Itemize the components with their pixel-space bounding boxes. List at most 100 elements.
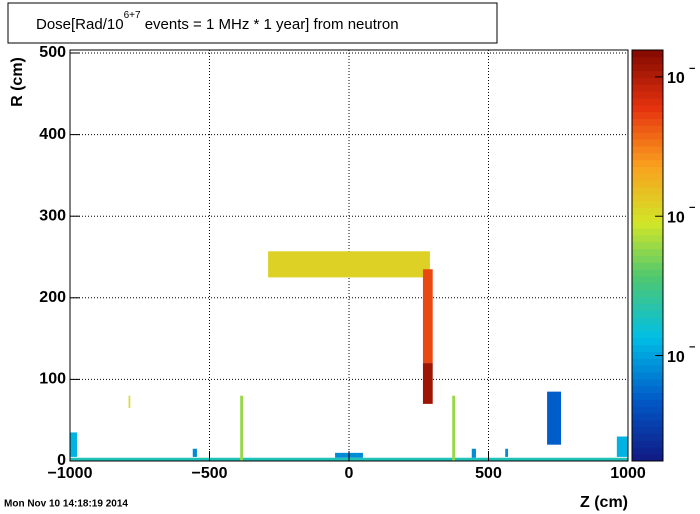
colorbar-slice bbox=[632, 413, 663, 421]
heat-cell bbox=[547, 391, 562, 445]
colorbar-slice bbox=[632, 426, 663, 435]
colorbar-slice bbox=[632, 262, 663, 270]
colorbar-slice bbox=[632, 303, 663, 311]
colorbar-slice bbox=[632, 132, 663, 140]
y-tick-label: 400 bbox=[39, 126, 66, 143]
title-box bbox=[7, 2, 498, 44]
x-tick-label: −500 bbox=[191, 465, 227, 482]
title-suffix: events = 1 MHz * 1 year] from neutron bbox=[141, 16, 399, 33]
colorbar-slice bbox=[632, 84, 663, 92]
colorbar-slice bbox=[632, 365, 663, 373]
colorbar-slice bbox=[632, 248, 663, 256]
y-tick-label: 0 bbox=[57, 452, 66, 469]
colorbar-slice bbox=[632, 193, 663, 202]
colorbar-slice bbox=[632, 378, 663, 387]
colorbar-slice bbox=[632, 419, 663, 428]
heat-cell bbox=[422, 269, 433, 364]
colorbar-slice bbox=[632, 118, 663, 126]
x-axis-label: Z (cm) bbox=[580, 494, 628, 511]
colorbar-slice bbox=[632, 145, 663, 154]
colorbar-tick-label: 10 bbox=[667, 209, 685, 226]
colorbar-slice bbox=[632, 399, 663, 407]
colorbar-tick-label: 10 bbox=[667, 70, 685, 87]
colorbar-slice bbox=[632, 159, 663, 167]
timestamp: Mon Nov 10 14:18:19 2014 bbox=[4, 499, 128, 510]
colorbar-slice bbox=[632, 351, 663, 359]
colorbar-slice bbox=[632, 371, 663, 380]
heat-cell bbox=[422, 363, 433, 404]
colorbar-tick-label: 10 bbox=[667, 349, 685, 366]
colorbar-slice bbox=[632, 214, 663, 222]
colorbar-slice bbox=[632, 207, 663, 215]
colorbar-slice bbox=[632, 269, 663, 277]
colorbar-slice bbox=[632, 50, 663, 58]
colorbar-tick-exponent: − bbox=[689, 63, 695, 75]
colorbar-slice bbox=[632, 344, 663, 352]
colorbar-slice bbox=[632, 440, 663, 448]
colorbar-slice bbox=[632, 139, 663, 147]
colorbar-slice bbox=[632, 289, 663, 298]
colorbar-slice bbox=[632, 454, 663, 462]
colorbar-slice bbox=[632, 241, 663, 250]
heat-cell bbox=[240, 395, 243, 461]
heat-cell bbox=[128, 395, 131, 408]
colorbar-slice bbox=[632, 324, 663, 332]
plot-frame bbox=[69, 49, 629, 462]
colorbar-slice bbox=[632, 63, 663, 72]
colorbar-slice bbox=[632, 255, 663, 263]
colorbar-tick-exponent: − bbox=[689, 202, 695, 214]
colorbar-slice bbox=[632, 125, 663, 133]
heat-cell bbox=[616, 436, 628, 457]
colorbar-slice bbox=[632, 221, 663, 229]
title-superscript: 6+7 bbox=[124, 10, 141, 21]
y-tick-label: 500 bbox=[39, 44, 66, 61]
x-tick-label: 1000 bbox=[610, 465, 646, 482]
y-axis-label: R (cm) bbox=[9, 57, 26, 107]
colorbar-slice bbox=[632, 91, 663, 99]
colorbar-slice bbox=[632, 447, 663, 455]
colorbar-slice bbox=[632, 111, 663, 119]
colorbar-frame bbox=[631, 49, 664, 462]
colorbar-slice bbox=[632, 433, 663, 441]
colorbar-slice bbox=[632, 296, 663, 304]
colorbar-slice bbox=[632, 406, 663, 414]
colorbar-slice bbox=[632, 152, 663, 161]
colorbar-slice bbox=[632, 228, 663, 236]
colorbar-slice bbox=[632, 166, 663, 174]
colorbar-slice bbox=[632, 282, 663, 291]
colorbar-slice bbox=[632, 337, 663, 346]
colorbar-slice bbox=[632, 317, 663, 325]
colorbar-slice bbox=[632, 358, 663, 366]
colorbar-slice bbox=[632, 276, 663, 284]
colorbar-slice bbox=[632, 97, 663, 106]
colorbar-slice bbox=[632, 180, 663, 188]
heat-cell bbox=[268, 251, 430, 278]
heat-cell bbox=[70, 432, 77, 457]
colorbar-slice bbox=[632, 173, 663, 181]
heat-cell bbox=[452, 395, 456, 461]
colorbar-slice bbox=[632, 70, 663, 78]
title-prefix: Dose[Rad/10 bbox=[36, 16, 124, 33]
heat-cell bbox=[192, 448, 197, 457]
colorbar-slice bbox=[632, 330, 663, 339]
y-tick-label: 300 bbox=[39, 207, 66, 224]
x-tick-label: 500 bbox=[475, 465, 502, 482]
y-tick-label: 100 bbox=[39, 371, 66, 388]
colorbar-slice bbox=[632, 104, 663, 113]
x-tick-label: 0 bbox=[345, 465, 354, 482]
chart-title: Dose[Rad/106+7 events = 1 MHz * 1 year] … bbox=[36, 10, 399, 33]
colorbar-tick-exponent: − bbox=[689, 341, 695, 353]
colorbar-slice bbox=[632, 234, 663, 243]
colorbar-slice bbox=[632, 187, 663, 195]
colorbar-slice bbox=[632, 392, 663, 400]
colorbar-slice bbox=[632, 200, 663, 209]
colorbar-slice bbox=[632, 385, 663, 393]
colorbar-slice bbox=[632, 56, 663, 65]
colorbar-slice bbox=[632, 310, 663, 318]
x-tick-label: −1000 bbox=[48, 465, 93, 482]
heat-cell bbox=[505, 448, 509, 457]
y-tick-label: 200 bbox=[39, 289, 66, 306]
colorbar-slice bbox=[632, 77, 663, 85]
heat-cell bbox=[471, 448, 476, 458]
